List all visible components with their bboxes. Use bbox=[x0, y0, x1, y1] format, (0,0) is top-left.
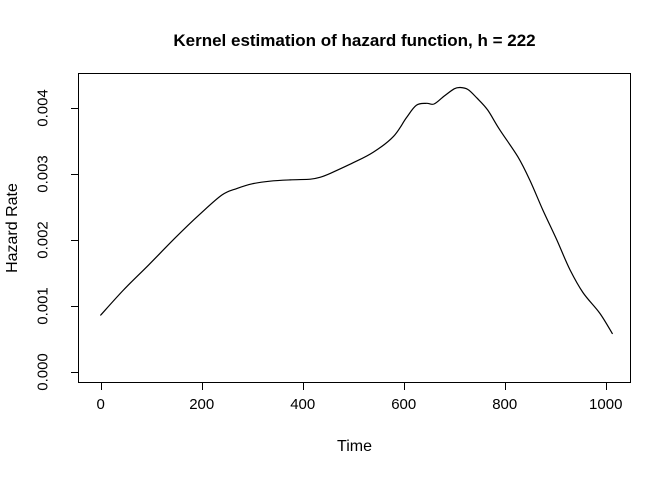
axis-tick-marks bbox=[71, 108, 607, 390]
x-tick-label: 400 bbox=[290, 396, 316, 413]
x-tick-label: 200 bbox=[189, 396, 215, 413]
x-tick-label: 0 bbox=[96, 396, 105, 413]
hazard-curve bbox=[100, 86, 613, 335]
y-tick-label: 0.002 bbox=[34, 221, 52, 259]
y-axis-title: Hazard Rate bbox=[4, 183, 21, 273]
x-tick-label: 800 bbox=[492, 396, 518, 413]
x-tick-label: 600 bbox=[391, 396, 417, 413]
y-tick-label: 0.003 bbox=[34, 155, 52, 193]
chart-title: Kernel estimation of hazard function, h … bbox=[173, 31, 536, 50]
y-tick-label: 0.004 bbox=[34, 89, 52, 127]
x-tick-label: 1000 bbox=[589, 396, 623, 413]
y-tick-label: 0.000 bbox=[34, 353, 52, 391]
y-tick-label: 0.001 bbox=[34, 287, 52, 325]
x-axis-title: Time bbox=[337, 438, 372, 455]
plot-frame bbox=[78, 73, 631, 383]
